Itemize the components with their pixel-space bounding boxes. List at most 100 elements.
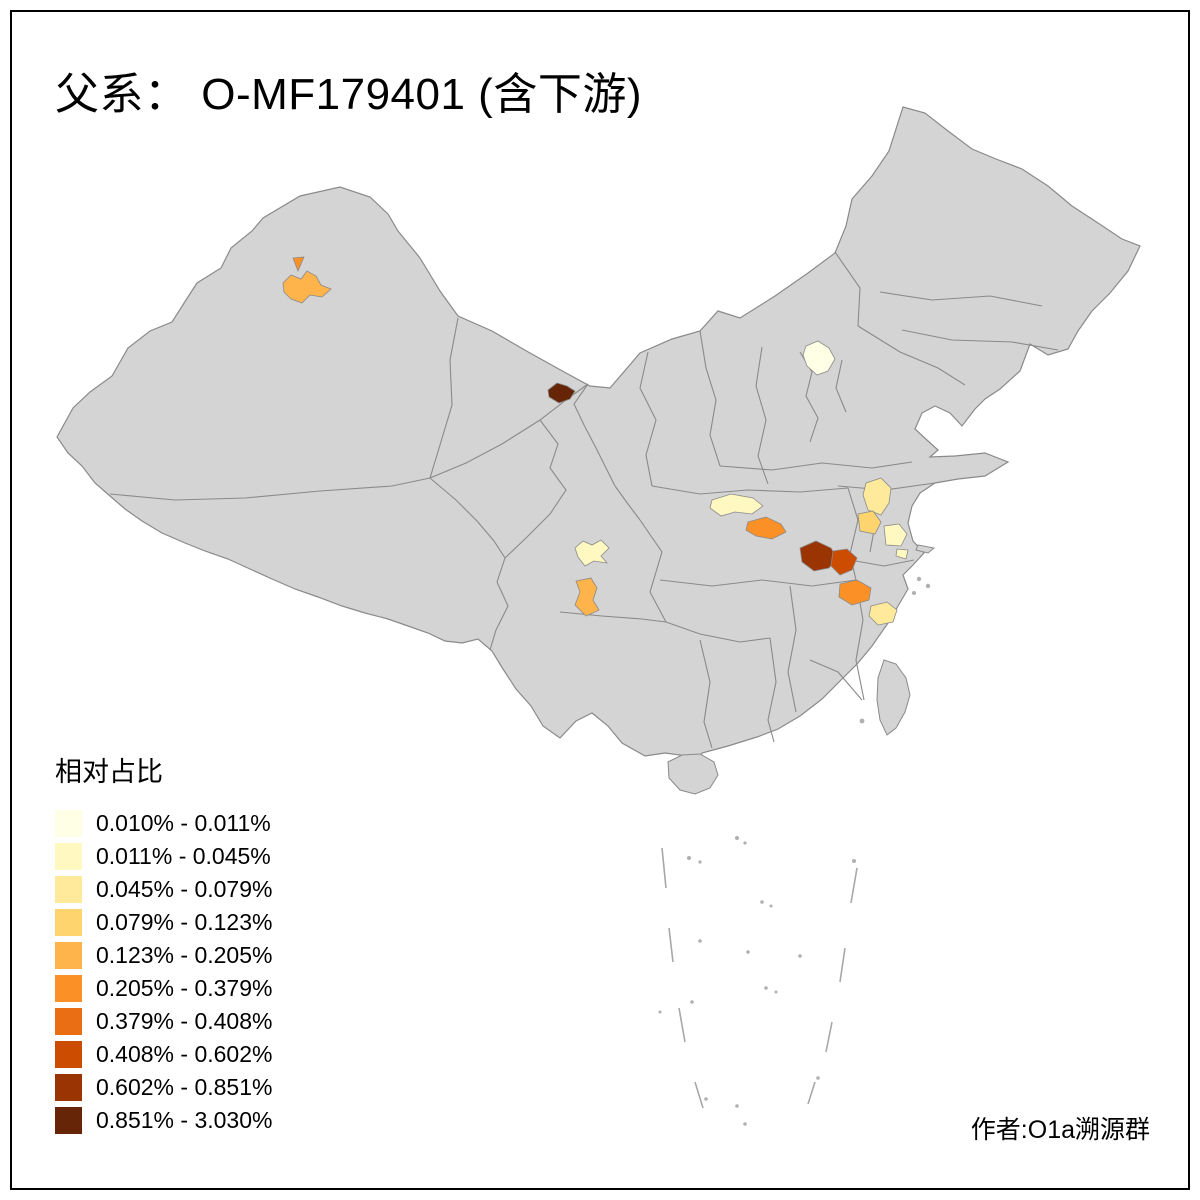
province-border: [879, 291, 1043, 307]
choropleth-region: [292, 256, 305, 273]
province-border: [787, 585, 797, 713]
islet: [704, 1097, 708, 1101]
south-china-sea-islands: [658, 836, 858, 1126]
hainan-island: [667, 753, 719, 795]
choropleth-region: [895, 548, 909, 560]
islet: [798, 954, 802, 958]
legend-swatch: [55, 1041, 82, 1068]
legend-swatch: [55, 1074, 82, 1101]
choropleth-region: [883, 523, 908, 547]
province-border: [429, 317, 459, 479]
legend-item-label: 0.011% - 0.045%: [96, 843, 271, 869]
legend-item: 0.123% - 0.205%: [55, 939, 272, 972]
map-title: 父系： O-MF179401 (含下游): [55, 70, 642, 119]
choropleth-region: [547, 382, 576, 404]
legend-item-label: 0.010% - 0.011%: [96, 810, 271, 836]
sea-boundary-dash: [678, 1007, 686, 1043]
legend-swatch: [55, 1107, 82, 1134]
legend: 相对占比 0.010% - 0.011% 0.011% - 0.045% 0.0…: [55, 750, 272, 1137]
choropleth-region: [838, 579, 872, 606]
legend-item-label: 0.602% - 0.851%: [96, 1074, 273, 1100]
province-border: [849, 559, 915, 567]
islet: [764, 986, 768, 990]
islet: [735, 1104, 739, 1108]
legend-item-label: 0.851% - 3.030%: [96, 1107, 273, 1133]
legend-item-label: 0.379% - 0.408%: [96, 1008, 273, 1034]
legend-item: 0.408% - 0.602%: [55, 1038, 272, 1071]
province-border: [834, 251, 861, 327]
province-border: [659, 579, 857, 587]
legend-item-label: 0.408% - 0.602%: [96, 1041, 273, 1067]
legend-item-label: 0.079% - 0.123%: [96, 909, 273, 935]
province-border: [429, 477, 506, 559]
legend-item: 0.011% - 0.045%: [55, 840, 272, 873]
small-island: [916, 576, 922, 582]
province-border: [639, 519, 667, 623]
choropleth-region: [830, 548, 858, 576]
legend-item: 0.205% - 0.379%: [55, 972, 272, 1005]
province-border: [651, 485, 849, 495]
sea-boundary-dash: [850, 867, 858, 904]
china-outline: [56, 106, 1141, 771]
islet: [746, 950, 750, 954]
legend-item: 0.079% - 0.123%: [55, 906, 272, 939]
legend-item: 0.045% - 0.079%: [55, 873, 272, 906]
small-island: [859, 718, 865, 724]
sea-boundary-dash: [694, 1081, 704, 1109]
legend-item: 0.010% - 0.011%: [55, 807, 272, 840]
islet: [735, 836, 739, 840]
legend-item-label: 0.123% - 0.205%: [96, 942, 273, 968]
islands: [667, 544, 936, 795]
province-border: [109, 477, 431, 501]
sea-boundary-dash: [825, 1021, 833, 1053]
province-border: [639, 351, 657, 487]
islet: [698, 860, 702, 864]
province-border: [901, 329, 1059, 351]
choropleth-regions: [282, 256, 909, 626]
legend-item: 0.602% - 0.851%: [55, 1071, 272, 1104]
choropleth-region: [709, 493, 764, 517]
choropleth-region: [574, 539, 610, 567]
islet: [658, 1010, 662, 1014]
province-border: [573, 383, 616, 487]
legend-item: 0.851% - 3.030%: [55, 1104, 272, 1137]
sea-boundary-dash: [661, 847, 667, 889]
province-border: [857, 325, 966, 386]
province-border: [835, 359, 847, 413]
province-border: [489, 557, 509, 651]
province-border: [755, 346, 769, 485]
legend-swatch: [55, 975, 82, 1002]
choropleth-region: [862, 477, 892, 516]
taiwan-island: [876, 659, 911, 736]
legend-swatch: [55, 843, 82, 870]
choropleth-region: [745, 516, 787, 540]
legend-swatch: [55, 942, 82, 969]
legend-item-label: 0.205% - 0.379%: [96, 975, 273, 1001]
province-border: [767, 637, 777, 743]
islet: [690, 1000, 694, 1004]
choropleth-region: [857, 510, 882, 535]
small-island: [912, 591, 916, 595]
choropleth-region: [868, 601, 898, 626]
islet: [816, 1076, 820, 1080]
sea-boundary-dash: [839, 947, 846, 983]
province-border: [614, 485, 641, 521]
choropleth-region: [802, 340, 836, 376]
province-border: [559, 611, 667, 623]
islet: [769, 904, 773, 908]
province-border: [504, 419, 567, 559]
sea-boundary-dash: [807, 1081, 816, 1105]
attribution: 作者:O1a溯源群: [970, 1116, 1150, 1144]
choropleth-region: [282, 270, 332, 304]
chongming-island: [915, 544, 936, 554]
islet: [698, 939, 702, 943]
legend-swatch: [55, 909, 82, 936]
province-border: [719, 461, 913, 471]
province-border: [809, 659, 863, 701]
islet: [687, 856, 691, 860]
islet: [774, 990, 778, 994]
legend-item: 0.379% - 0.408%: [55, 1005, 272, 1038]
legend-swatch: [55, 876, 82, 903]
